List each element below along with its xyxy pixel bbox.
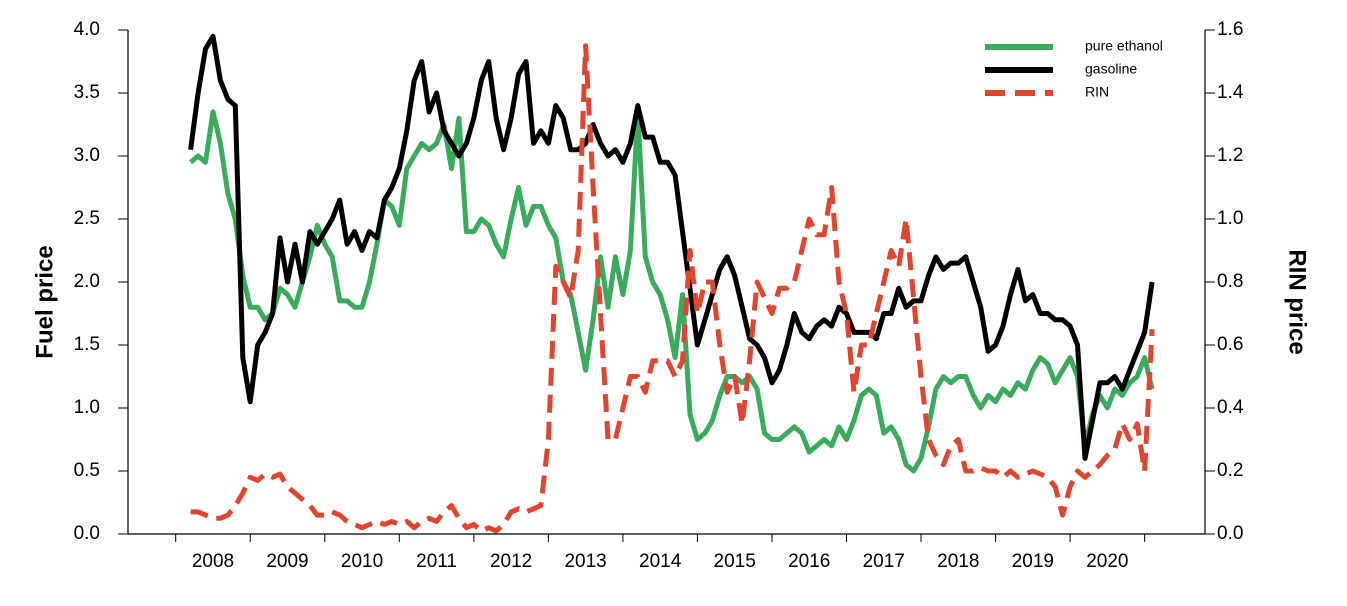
y2-tick-label: 1.4	[1217, 82, 1244, 103]
x-tick-label: 2008	[192, 551, 234, 572]
y-tick-label: 2.5	[74, 208, 100, 229]
y2-tick-label: 0.0	[1217, 523, 1243, 544]
x-tick-label: 2013	[564, 551, 606, 572]
y2-tick-label: 1.2	[1217, 145, 1243, 166]
x-tick-label: 2015	[714, 551, 756, 572]
legend-label: RIN	[1085, 84, 1109, 100]
y2-tick-label: 1.0	[1217, 208, 1243, 229]
x-tick-label: 2011	[416, 551, 457, 572]
y2-axis-title: RIN price	[1284, 249, 1311, 354]
y2-tick-label: 0.2	[1217, 460, 1243, 481]
series-line	[190, 43, 1155, 534]
x-tick-label: 2012	[490, 551, 532, 572]
x-tick-label: 2019	[1012, 551, 1054, 572]
x-tick-label: 2014	[639, 551, 682, 572]
y-tick-label: 4.0	[74, 19, 100, 40]
y-tick-label: 3.5	[74, 82, 100, 103]
x-tick-label: 2020	[1086, 551, 1128, 572]
y-tick-label: 1.0	[74, 397, 100, 418]
series-line	[188, 109, 1155, 474]
y-tick-label: 2.0	[74, 271, 100, 292]
y-tick-label: 0.5	[74, 460, 100, 481]
legend-label: pure ethanol	[1085, 38, 1163, 54]
x-tick-label: 2017	[863, 551, 905, 572]
y-tick-label: 3.0	[74, 145, 100, 166]
y2-tick-label: 0.8	[1217, 271, 1243, 292]
x-tick-label: 2016	[788, 551, 830, 572]
legend-label: gasoline	[1085, 61, 1137, 77]
y-tick-label: 1.5	[74, 334, 100, 355]
x-tick-label: 2009	[266, 551, 308, 572]
y2-tick-label: 0.4	[1217, 397, 1244, 418]
y2-tick-label: 0.6	[1217, 334, 1243, 355]
y2-tick-label: 1.6	[1217, 19, 1243, 40]
series-line	[188, 33, 1155, 461]
x-tick-label: 2018	[937, 551, 979, 572]
y-tick-label: 0.0	[74, 523, 100, 544]
x-tick-label: 2010	[341, 551, 383, 572]
y-axis-title: Fuel price	[31, 245, 58, 358]
